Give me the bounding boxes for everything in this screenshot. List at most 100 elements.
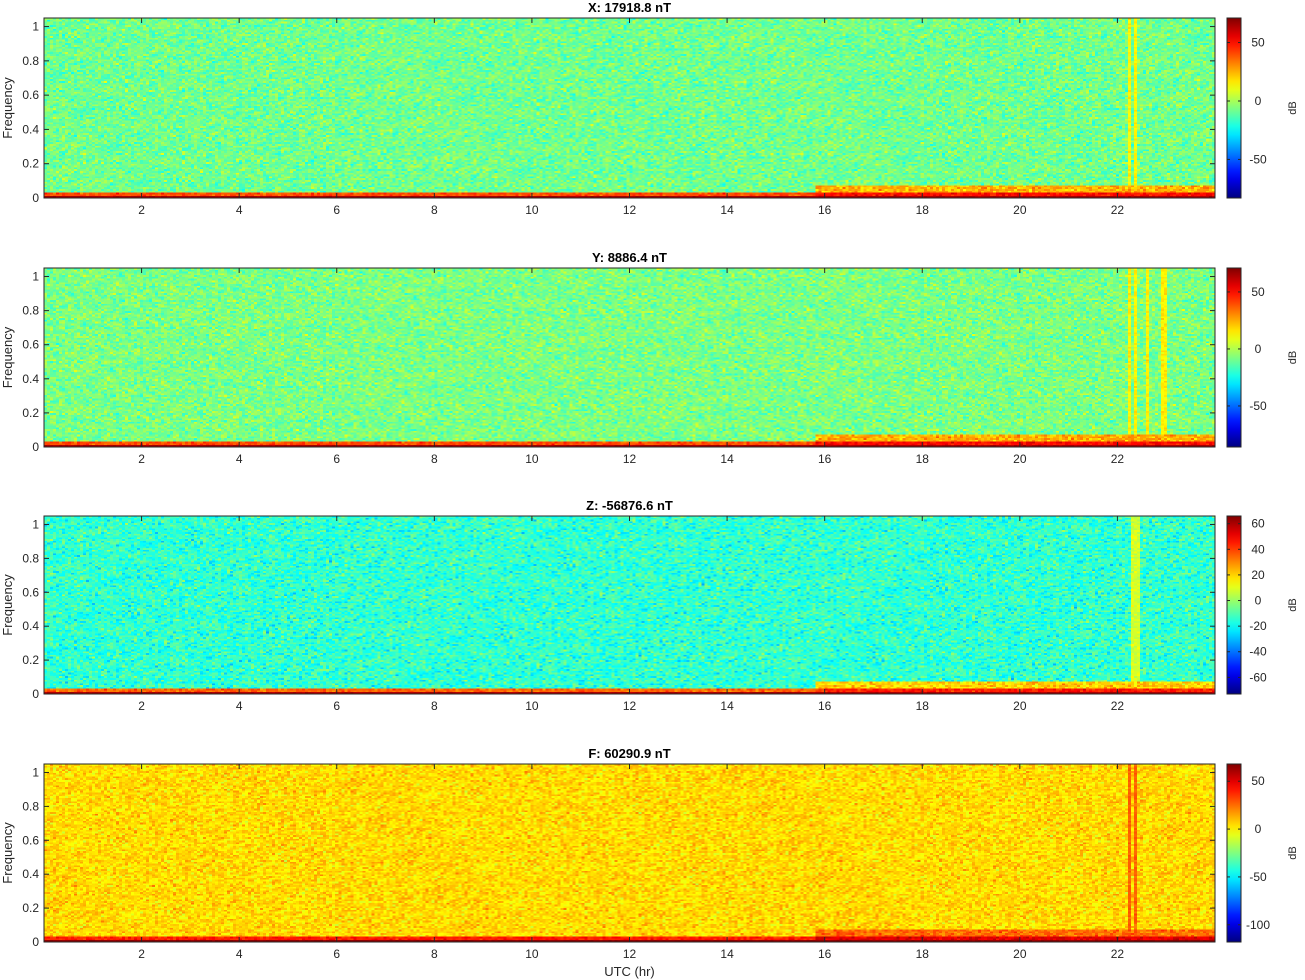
colorbar xyxy=(1226,267,1242,448)
x-tick-label: 10 xyxy=(525,203,539,217)
x-tick-label: 2 xyxy=(138,203,145,217)
x-tick-label: 6 xyxy=(333,203,340,217)
spectrogram-panel-1: 2 4 6 8 10 12 14 16 18 20 22 0 0.2 0.4 0.6 0.8 1 X: 17918… xyxy=(0,0,1299,217)
y-tick-label: 0.6 xyxy=(22,833,39,847)
x-tick-label: 8 xyxy=(431,203,438,217)
x-tick-label: 16 xyxy=(818,452,832,466)
y-tick-label: 0.4 xyxy=(22,619,39,633)
spectrogram-panel-4: 2 4 6 8 10 12 14 16 18 20 22 0 0.2 0.4 0.6 0.8 1 F: 60290… xyxy=(0,746,1299,979)
colorbar-tick-label: -20 xyxy=(1249,619,1267,633)
x-tick-label: 2 xyxy=(138,452,145,466)
y-tick-label: 0 xyxy=(32,935,39,949)
spectrogram-image xyxy=(44,516,1215,694)
x-tick-label: 4 xyxy=(236,699,243,713)
x-tick-label: 22 xyxy=(1111,699,1125,713)
x-tick-label: 16 xyxy=(818,947,832,961)
y-tick-label: 0.8 xyxy=(22,54,39,68)
y-tick-label: 0.2 xyxy=(22,653,39,667)
x-tick-label: 22 xyxy=(1111,452,1125,466)
x-tick-label: 18 xyxy=(916,203,930,217)
panel-title: Y: 8886.4 nT xyxy=(592,250,667,265)
x-tick-label: 6 xyxy=(333,699,340,713)
x-tick-label: 12 xyxy=(623,203,637,217)
colorbar-tick-label: 0 xyxy=(1255,822,1262,836)
x-tick-label: 10 xyxy=(525,452,539,466)
spectrogram-image xyxy=(44,268,1215,447)
y-tick-label: 0.4 xyxy=(22,867,39,881)
panel-title: Z: -56876.6 nT xyxy=(586,498,673,513)
y-tick-label: 0.6 xyxy=(22,88,39,102)
colorbar-tick-label: 20 xyxy=(1251,568,1265,582)
x-tick-label: 6 xyxy=(333,452,340,466)
colorbar-tick-label: 60 xyxy=(1251,517,1265,531)
y-tick-label: 0.4 xyxy=(22,372,39,386)
y-tick-label: 0.6 xyxy=(22,585,39,599)
x-tick-label: 14 xyxy=(720,947,734,961)
spectrogram-image xyxy=(44,764,1215,942)
y-axis-label: Frequency xyxy=(0,574,15,636)
x-tick-label: 12 xyxy=(623,947,637,961)
x-tick-label: 14 xyxy=(720,452,734,466)
y-tick-label: 0 xyxy=(32,440,39,454)
x-tick-label: 4 xyxy=(236,947,243,961)
x-tick-label: 6 xyxy=(333,947,340,961)
y-tick-label: 1 xyxy=(32,270,39,284)
y-tick-label: 0.4 xyxy=(22,122,39,136)
colorbar-tick-label: -50 xyxy=(1249,152,1267,166)
colorbar-tick-label: 0 xyxy=(1255,94,1262,108)
x-tick-label: 20 xyxy=(1013,203,1027,217)
panel-title: X: 17918.8 nT xyxy=(588,0,671,15)
y-tick-label: 1 xyxy=(32,517,39,531)
colorbar xyxy=(1226,515,1242,695)
y-tick-label: 0.2 xyxy=(22,901,39,915)
y-tick-label: 0 xyxy=(32,687,39,701)
colorbar-tick-label: 50 xyxy=(1251,285,1265,299)
colorbar-tick-label: -40 xyxy=(1249,645,1267,659)
colorbar-tick-label: -50 xyxy=(1249,870,1267,884)
colorbar-tick-label: 50 xyxy=(1251,774,1265,788)
x-tick-label: 20 xyxy=(1013,699,1027,713)
y-tick-label: 0.2 xyxy=(22,157,39,171)
x-tick-label: 20 xyxy=(1013,947,1027,961)
x-tick-label: 22 xyxy=(1111,203,1125,217)
x-axis-label: UTC (hr) xyxy=(604,964,655,979)
colorbar-tick-label: -100 xyxy=(1246,918,1270,932)
y-axis-label: Frequency xyxy=(0,326,15,388)
x-tick-label: 14 xyxy=(720,203,734,217)
colorbar-tick-label: -50 xyxy=(1249,399,1267,413)
colorbar-tick-label: 0 xyxy=(1255,342,1262,356)
y-tick-label: 0.6 xyxy=(22,338,39,352)
y-tick-label: 0.8 xyxy=(22,304,39,318)
y-tick-label: 0 xyxy=(32,191,39,205)
panel-title: F: 60290.9 nT xyxy=(588,746,670,761)
x-tick-label: 4 xyxy=(236,452,243,466)
spectrogram-panel-3: 2 4 6 8 10 12 14 16 18 20 22 0 0.2 0.4 0.6 0.8 1 Z: -5687… xyxy=(0,498,1299,713)
spectrogram-panel-2: 2 4 6 8 10 12 14 16 18 20 22 0 0.2 0.4 0.6 0.8 1 Y: 8886.… xyxy=(0,250,1299,466)
x-tick-label: 8 xyxy=(431,947,438,961)
x-tick-label: 20 xyxy=(1013,452,1027,466)
colorbar-label: dB xyxy=(1287,598,1299,611)
x-tick-label: 22 xyxy=(1111,947,1125,961)
spectrogram-image xyxy=(44,18,1215,198)
y-tick-label: 1 xyxy=(32,20,39,34)
y-axis-label: Frequency xyxy=(0,77,15,139)
y-tick-label: 0.8 xyxy=(22,551,39,565)
colorbar-label: dB xyxy=(1287,846,1299,859)
x-tick-label: 10 xyxy=(525,699,539,713)
x-tick-label: 4 xyxy=(236,203,243,217)
colorbar-tick-label: 0 xyxy=(1255,594,1262,608)
y-tick-label: 0.8 xyxy=(22,799,39,813)
x-tick-label: 8 xyxy=(431,699,438,713)
x-tick-label: 16 xyxy=(818,203,832,217)
colorbar xyxy=(1226,763,1242,943)
x-tick-label: 18 xyxy=(916,947,930,961)
colorbar-tick-label: -60 xyxy=(1249,670,1267,684)
x-tick-label: 18 xyxy=(916,699,930,713)
y-tick-label: 1 xyxy=(32,765,39,779)
x-tick-label: 16 xyxy=(818,699,832,713)
colorbar-tick-label: 40 xyxy=(1251,542,1265,556)
x-tick-label: 18 xyxy=(916,452,930,466)
x-tick-label: 10 xyxy=(525,947,539,961)
y-tick-label: 0.2 xyxy=(22,406,39,420)
